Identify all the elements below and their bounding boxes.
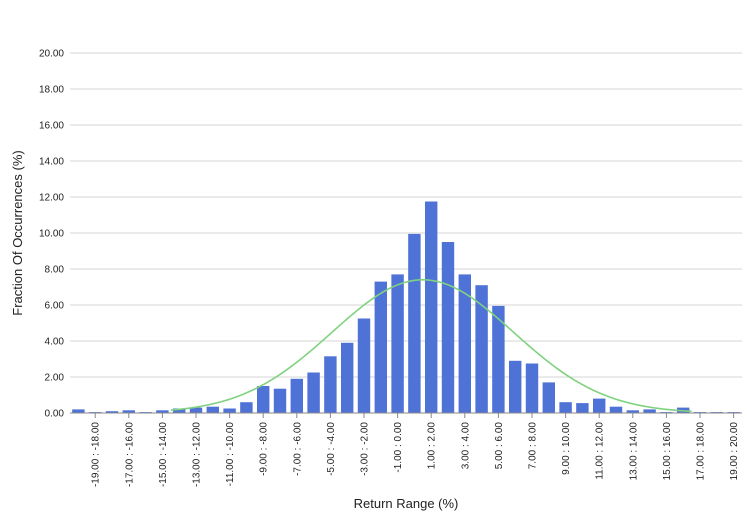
bar: [206, 406, 220, 413]
y-tick-label: 18.00: [39, 85, 64, 96]
x-tick-label: 15.00 : 16.00: [662, 422, 673, 481]
bar: [525, 363, 539, 413]
bar: [508, 360, 522, 413]
y-tick-label: 0.00: [45, 409, 65, 420]
bar: [643, 409, 656, 413]
bar: [424, 201, 438, 413]
x-tick-label: 1.00 : 2.00: [427, 422, 438, 470]
x-tick-label: 13.00 : 14.00: [628, 422, 639, 481]
bar: [172, 408, 186, 413]
x-tick-label: 17.00 : 18.00: [696, 422, 707, 481]
x-tick-label: -1.00 : 0.00: [393, 422, 404, 473]
y-tick-label: 4.00: [45, 337, 65, 348]
x-axis-ticks: -19.00 : -18.00 -17.00 : -16.00 -15.00 : -…: [91, 413, 740, 487]
x-tick-label: -17.00 : -16.00: [124, 422, 135, 487]
y-axis-title: Fraction Of Occurrences (%): [10, 150, 25, 315]
bar: [475, 285, 488, 413]
bar: [273, 388, 287, 413]
y-tick-label: 2.00: [45, 373, 65, 384]
bar: [156, 410, 169, 413]
bar: [122, 410, 136, 413]
y-tick-label: 16.00: [39, 121, 64, 132]
bar: [189, 407, 203, 413]
x-tick-label: 3.00 : 4.00: [460, 422, 471, 470]
x-tick-label: 9.00 : 10.00: [561, 422, 572, 475]
bar: [307, 372, 320, 413]
x-tick-label: -15.00 : -14.00: [158, 422, 169, 487]
bar: [72, 409, 85, 413]
y-tick-label: 6.00: [45, 301, 65, 312]
bar: [542, 382, 556, 413]
x-tick-label: -5.00 : -4.00: [326, 422, 337, 476]
bar: [290, 378, 304, 413]
bar: [576, 403, 589, 413]
y-tick-label: 20.00: [39, 49, 64, 60]
bar: [374, 281, 388, 413]
y-tick-label: 14.00: [39, 157, 64, 168]
bar: [340, 342, 354, 413]
bar: [223, 408, 236, 413]
bar: [609, 406, 623, 413]
bar: [391, 274, 404, 413]
bars: [72, 201, 740, 413]
bar: [240, 402, 253, 413]
x-tick-label: -19.00 : -18.00: [91, 422, 102, 487]
bar: [559, 402, 572, 413]
bar: [441, 242, 455, 413]
bar: [458, 274, 472, 413]
bar: [324, 356, 337, 413]
x-tick-label: 5.00 : 6.00: [494, 422, 505, 470]
y-axis-ticks: 0.00 2.00 4.00 6.00 8.00 10.00 12.00 14.00 16.00…: [39, 49, 64, 420]
x-tick-label: 19.00 : 20.00: [729, 422, 740, 481]
x-tick-label: -7.00 : -6.00: [292, 422, 303, 476]
x-tick-label: -13.00 : -12.00: [192, 422, 203, 487]
x-tick-label: 11.00 : 12.00: [595, 422, 606, 480]
bar: [408, 233, 421, 413]
bar: [357, 318, 371, 413]
bar: [105, 411, 119, 413]
y-tick-label: 10.00: [39, 229, 64, 240]
bar: [256, 386, 270, 413]
x-tick-label: -3.00 : -2.00: [360, 422, 371, 476]
bar: [626, 410, 640, 413]
bar: [592, 398, 606, 413]
x-axis-title: Return Range (%): [354, 496, 459, 511]
x-tick-label: -11.00 : -10.00: [225, 422, 236, 487]
x-tick-label: 7.00 : 8.00: [528, 422, 539, 470]
x-tick-label: -9.00 : -8.00: [259, 422, 270, 476]
y-tick-label: 12.00: [39, 193, 64, 204]
y-tick-label: 8.00: [45, 265, 65, 276]
bar: [492, 305, 505, 413]
normal-curve-line: [170, 278, 692, 413]
gridlines: [70, 52, 742, 414]
